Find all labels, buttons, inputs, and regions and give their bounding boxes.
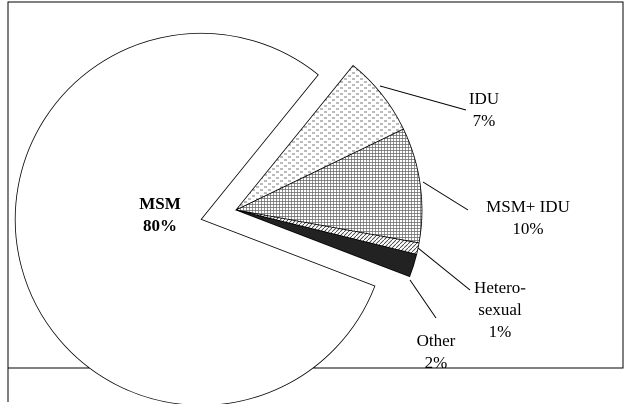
- leader-lines: [379, 85, 471, 319]
- pie-slice: [234, 128, 423, 244]
- value-label: 7%: [472, 111, 496, 130]
- pie-slice: [14, 32, 376, 404]
- slice-label: MSM+ IDU 10%: [486, 196, 570, 240]
- category-label: IDU: [468, 89, 500, 108]
- frame: [7, 1, 624, 402]
- category-label: MSM: [139, 194, 181, 213]
- category-label: Hetero- sexual: [474, 278, 526, 319]
- value-label: 80%: [142, 216, 177, 235]
- value-label: 10%: [512, 219, 544, 238]
- value-label: 1%: [488, 322, 512, 341]
- category-label: MSM+ IDU: [486, 197, 570, 216]
- slice-label: MSM 80%: [139, 193, 181, 237]
- slice-label: IDU 7%: [469, 88, 499, 132]
- slice-label: Other 2%: [417, 330, 456, 374]
- slice-label: Hetero- sexual 1%: [474, 277, 526, 343]
- category-label: Other: [416, 331, 456, 350]
- value-label: 2%: [424, 353, 448, 372]
- pie-slice: [235, 209, 418, 278]
